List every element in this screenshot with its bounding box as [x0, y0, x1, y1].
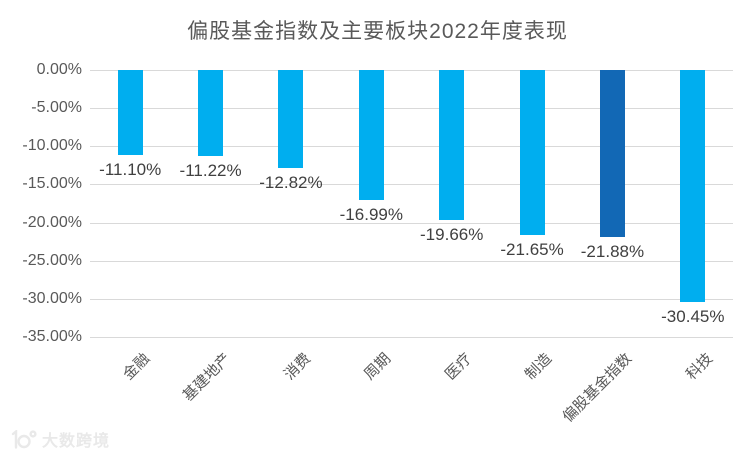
y-axis-tick-label: -25.00% — [22, 251, 82, 269]
bar-value-label: -30.45% — [661, 307, 725, 327]
chart-title: 偏股基金指数及主要板块2022年度表现 — [187, 20, 568, 43]
gridline — [90, 146, 733, 148]
gridline — [90, 337, 733, 338]
x-axis-label: 基建地产 — [179, 350, 234, 405]
gridline — [90, 298, 733, 300]
y-axis-tick-label: 0.00% — [36, 61, 82, 78]
y-axis-tick-label: -35.00% — [22, 328, 82, 345]
gridline — [90, 108, 733, 110]
bar-value-label: -19.66% — [420, 224, 484, 244]
x-axis-label: 制造 — [521, 350, 556, 384]
gridline — [90, 70, 733, 71]
bar-value-label: -11.22% — [179, 160, 242, 180]
bar-偏股基金指数 — [599, 70, 625, 237]
bar-消费 — [278, 70, 304, 168]
watermark-text: 大数跨境 — [42, 433, 111, 450]
bar-value-label: -12.82% — [259, 172, 323, 192]
gridline — [90, 184, 733, 186]
gridline — [90, 260, 733, 262]
bar-周期 — [358, 70, 384, 200]
watermark: 大数跨境 — [10, 427, 110, 451]
bar-value-label: -21.88% — [580, 241, 645, 261]
x-axis-label: 周期 — [361, 350, 395, 384]
bar-医疗 — [439, 70, 465, 220]
y-axis-tick-label: -10.00% — [22, 137, 82, 155]
y-axis-tick-label: -15.00% — [22, 175, 82, 193]
x-axis-label: 科技 — [682, 350, 716, 384]
bar-基建地产 — [198, 70, 224, 156]
bar-value-label: -21.65% — [500, 240, 564, 260]
y-axis-tick-label: -5.00% — [31, 99, 82, 117]
bar-制造 — [519, 70, 545, 236]
y-axis-tick-label: -20.00% — [22, 213, 82, 231]
x-axis-label: 金融 — [120, 350, 154, 384]
dashu-kuajing-logo-icon — [10, 429, 37, 449]
x-axis-label: 医疗 — [441, 350, 475, 384]
bar-value-label: -16.99% — [339, 204, 403, 224]
bar-科技 — [680, 70, 706, 303]
bar-金融 — [117, 70, 143, 155]
y-axis-tick-label: -30.00% — [22, 289, 82, 307]
bar-value-label: -11.10% — [99, 159, 162, 179]
x-axis-label: 消费 — [280, 350, 315, 384]
gridline — [90, 222, 733, 224]
x-axis-label: 偏股基金指数 — [559, 350, 636, 426]
